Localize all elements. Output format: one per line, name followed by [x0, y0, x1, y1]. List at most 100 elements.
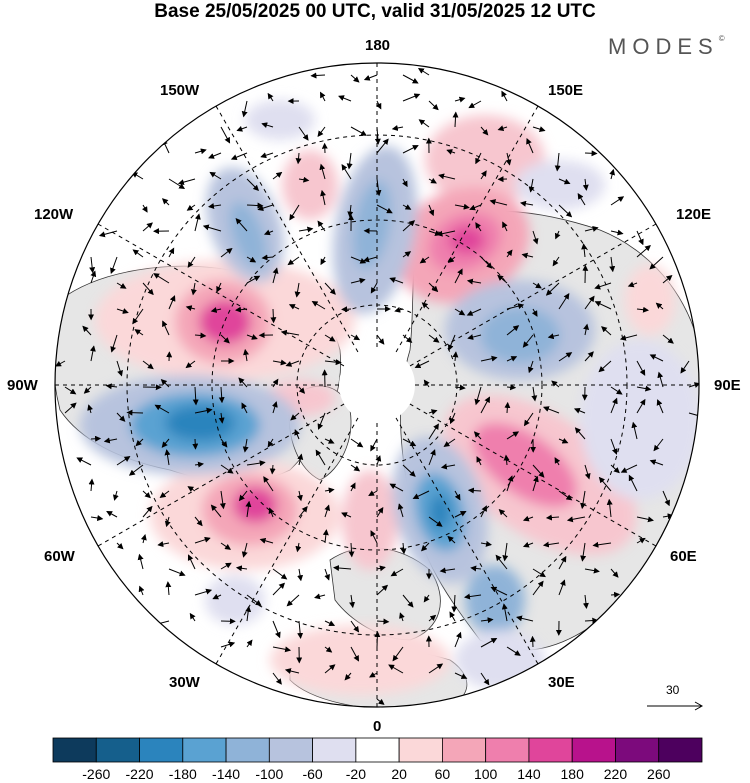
wind-vector-arrow-icon — [346, 152, 353, 170]
wind-vector-arrow-icon — [558, 204, 573, 218]
wind-vector-arrow-icon — [636, 360, 646, 376]
wind-vector-arrow-icon — [272, 646, 292, 653]
wind-vector-arrow-icon — [402, 594, 414, 608]
wind-vector-arrow-icon — [83, 386, 92, 394]
wind-vector-arrow-icon — [502, 221, 508, 232]
wind-vector-arrow-icon — [592, 541, 612, 548]
wind-vector-arrow-icon — [142, 490, 151, 499]
wind-vector-arrow-icon — [220, 542, 232, 550]
wind-vector-arrow-icon — [475, 222, 482, 232]
wind-vector-arrow-icon — [138, 585, 145, 596]
wind-vector-arrow-icon — [480, 170, 487, 180]
wind-vector-arrow-icon — [480, 638, 498, 648]
wind-vector-arrow-icon — [454, 96, 466, 103]
wind-vector-arrow-icon — [657, 371, 664, 388]
wind-vector-arrow-icon — [418, 119, 430, 128]
wind-vector-arrow-icon — [532, 126, 546, 132]
wind-vector-arrow-icon — [454, 631, 462, 648]
wind-vector-arrow-icon — [558, 293, 570, 310]
wind-vector-arrow-icon — [584, 617, 599, 624]
wind-vector-arrow-icon — [466, 308, 482, 316]
wind-vector-arrow-icon — [428, 177, 437, 184]
wind-vector-arrow-icon — [212, 593, 222, 600]
wind-vector-arrow-icon — [610, 464, 620, 474]
wind-vector-arrow-icon — [532, 464, 545, 478]
wind-vector-arrow-icon — [388, 664, 404, 674]
wind-vector-arrow-icon — [475, 152, 482, 165]
wind-vector-arrow-icon — [134, 329, 144, 336]
wind-vector-arrow-icon — [400, 542, 407, 555]
wind-vector-arrow-icon — [338, 95, 352, 102]
wind-vector-arrow-icon — [649, 459, 664, 466]
colorbar — [52, 737, 703, 763]
wind-vector-arrow-icon — [116, 412, 126, 422]
wind-vector-arrow-icon — [480, 126, 489, 136]
wind-vector-arrow-icon — [324, 334, 336, 342]
lon-label-90e: 90E — [714, 377, 741, 394]
wind-vector-arrow-icon — [272, 171, 283, 180]
wind-vector-arrow-icon — [202, 224, 222, 232]
colorbar-tick-label: -180 — [168, 766, 197, 782]
wind-vector-arrow-icon — [532, 568, 546, 578]
wind-vector-arrow-icon — [402, 93, 421, 102]
wind-vector-arrow-icon — [581, 243, 588, 258]
wind-vector-arrow-icon — [350, 256, 367, 264]
wind-vector-arrow-icon — [584, 567, 600, 574]
wind-vector-arrow-icon — [208, 203, 222, 209]
wind-vector-arrow-icon — [363, 74, 378, 81]
wind-vector-arrow-icon — [428, 516, 443, 527]
wind-vector-arrow-icon — [594, 282, 612, 290]
wind-vector-arrow-icon — [370, 438, 378, 452]
pole-cap — [339, 347, 415, 423]
wind-vector-arrow-icon — [480, 355, 498, 362]
wind-vector-arrow-icon — [506, 303, 525, 310]
wind-vector-arrow-icon — [333, 565, 352, 572]
wind-vector-arrow-icon — [161, 198, 170, 206]
wind-vector-arrow-icon — [90, 515, 104, 521]
wind-vector-arrow-icon — [298, 176, 310, 183]
wind-vector-arrow-icon — [298, 386, 306, 394]
wind-vector-arrow-icon — [324, 504, 331, 518]
wind-vector-arrow-icon — [285, 360, 300, 367]
lon-label-150e: 150E — [548, 82, 584, 99]
wind-vector-arrow-icon — [311, 300, 326, 310]
wind-vector-arrow-icon — [298, 126, 309, 141]
colorbar-tick-label: 100 — [473, 766, 498, 782]
wind-vector-arrow-icon — [194, 588, 213, 596]
wind-vector-arrow-icon — [468, 100, 482, 109]
wind-vector-arrow-icon — [235, 306, 248, 313]
wind-vector-arrow-icon — [428, 663, 444, 674]
wind-vector-arrow-icon — [609, 168, 616, 180]
wind-vector-arrow-icon — [580, 542, 587, 562]
wind-vector-arrow-icon — [522, 541, 534, 548]
wind-vector-arrow-icon — [390, 568, 404, 577]
wind-vector-arrow-icon — [162, 320, 170, 336]
wind-vector-arrow-icon — [376, 204, 393, 214]
wind-vector-arrow-icon — [298, 506, 308, 518]
wind-vector-arrow-icon — [220, 641, 236, 648]
wind-vector-arrow-icon — [314, 593, 326, 600]
wind-vector-arrow-icon — [369, 671, 378, 678]
wind-vector-arrow-icon — [656, 399, 664, 414]
wind-vector-arrow-icon — [574, 427, 586, 440]
wind-vector-arrow-icon — [218, 386, 225, 404]
colorbar-swatch — [658, 737, 703, 763]
wind-vector-arrow-icon — [160, 379, 170, 388]
wind-vector-arrow-icon — [454, 384, 466, 391]
wind-vector-arrow-icon — [376, 565, 386, 572]
wind-vector-arrow-icon — [350, 464, 361, 472]
wind-vector-arrow-icon — [320, 189, 326, 206]
wind-vector-arrow-icon — [454, 203, 470, 210]
wind-vector-arrow-icon — [506, 249, 513, 258]
wind-vector-arrow-icon — [272, 378, 279, 388]
wind-vector-arrow-icon — [317, 126, 326, 137]
wind-vector-arrow-icon — [526, 137, 534, 154]
wind-vector-arrow-icon — [220, 247, 233, 258]
wind-vector-arrow-icon — [454, 308, 466, 316]
wind-vector-arrow-icon — [606, 498, 613, 518]
wind-vector-arrow-icon — [142, 360, 154, 370]
wind-vector-arrow-icon — [220, 126, 231, 144]
wind-vector-arrow-icon — [246, 178, 260, 192]
wind-vector-arrow-icon — [350, 646, 359, 662]
wind-vector-arrow-icon — [402, 464, 416, 477]
